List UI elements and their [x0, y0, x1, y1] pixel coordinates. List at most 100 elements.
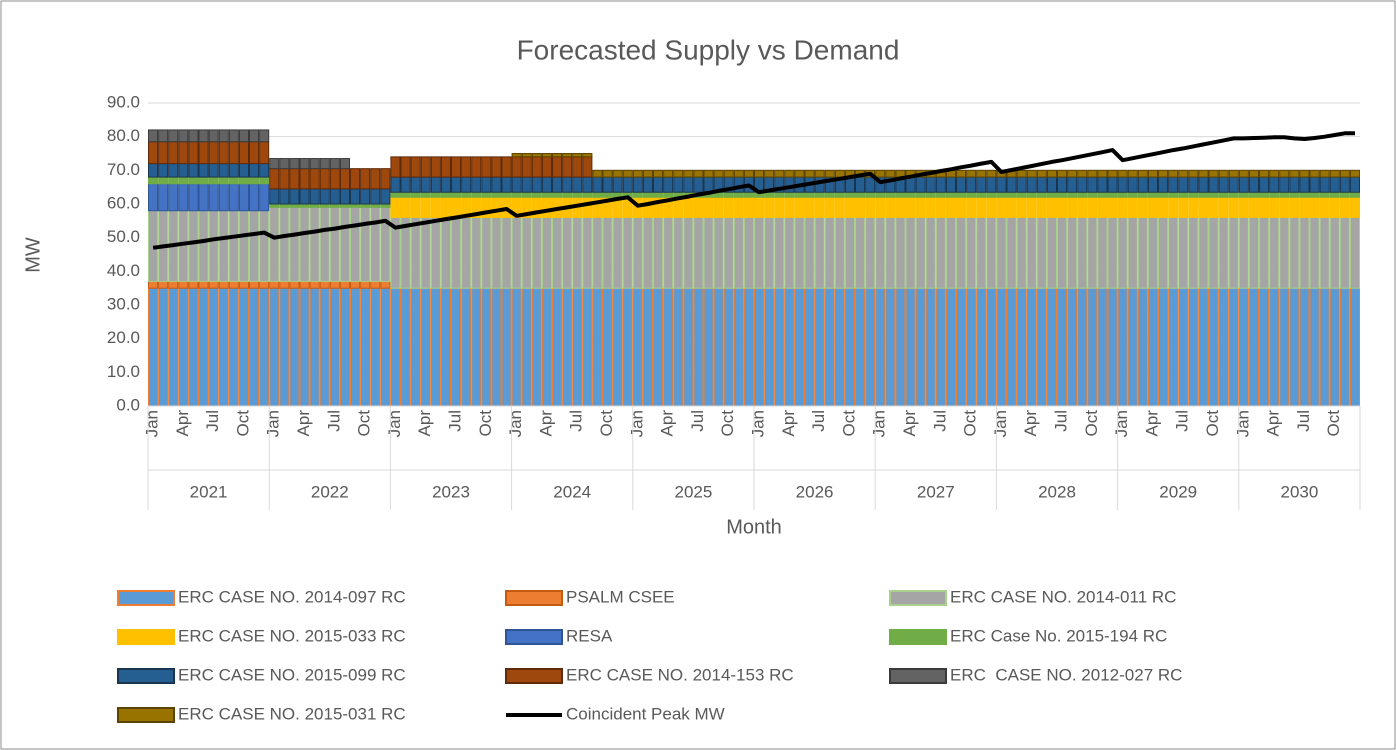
bar-segment: [360, 168, 371, 190]
bar-segment: [895, 216, 906, 289]
bar-segment: [733, 169, 744, 178]
bar-segment: [178, 163, 189, 178]
bar-segment: [673, 169, 684, 178]
bar-segment: [1127, 287, 1138, 407]
bar-segment: [663, 287, 674, 407]
bar-segment: [612, 169, 623, 178]
bar-segment: [1046, 196, 1058, 218]
bar-segment: [986, 196, 997, 218]
bar-segment: [269, 280, 280, 289]
x-tick-label: Jul: [1294, 410, 1313, 432]
bar-segment: [481, 216, 492, 289]
bar-segment: [1127, 176, 1138, 193]
bar-segment: [491, 196, 502, 218]
bar-segment: [238, 210, 249, 282]
legend-label: Coincident Peak MW: [566, 704, 725, 723]
bar-segment: [1309, 169, 1320, 178]
bar-segment: [420, 287, 431, 407]
bar-segment: [723, 216, 734, 289]
bar-segment: [1218, 196, 1229, 218]
bar-segment: [834, 169, 845, 178]
bar-segment: [1158, 169, 1169, 178]
bar-segment: [238, 129, 249, 143]
bar-segment: [461, 156, 472, 178]
bar-segment: [208, 183, 219, 212]
bar-segment: [259, 141, 270, 165]
bar-segment: [1329, 169, 1340, 178]
bar-segment: [925, 191, 936, 198]
bar-segment: [541, 196, 553, 218]
y-tick-label: 50.0: [107, 227, 140, 246]
bar-segment: [935, 196, 946, 218]
bar-segment: [208, 176, 219, 185]
bar-segment: [1077, 216, 1088, 289]
x-tick-label: Oct: [355, 410, 374, 437]
legend-label: RESA: [566, 626, 613, 645]
bar-segment: [319, 188, 330, 205]
bar-segment: [400, 191, 411, 198]
bar-segment: [339, 287, 350, 407]
bar-segment: [319, 203, 330, 208]
bar-segment: [178, 287, 189, 407]
bar-segment: [521, 176, 532, 193]
bar-segment: [1147, 216, 1159, 289]
bar-segment: [986, 176, 997, 193]
bar-segment: [754, 196, 765, 218]
bar-segment: [1309, 191, 1320, 198]
bar-segment: [228, 163, 239, 178]
bar-segment: [1107, 287, 1118, 407]
year-label: 2022: [311, 482, 349, 501]
bar-segment: [350, 280, 361, 289]
bar-segment: [956, 196, 967, 218]
bar-segment: [1026, 176, 1037, 193]
bar-segment: [824, 196, 835, 218]
bar-segment: [228, 183, 239, 212]
bar-segment: [925, 196, 936, 218]
x-tick-label: Jul: [809, 410, 828, 432]
bar-segment: [562, 153, 573, 158]
bar-segment: [1147, 287, 1159, 407]
bar-segment: [966, 169, 977, 178]
bar-segment: [824, 287, 835, 407]
bar-segment: [1269, 169, 1280, 178]
bar-segment: [440, 287, 451, 407]
bar-segment: [966, 216, 977, 289]
bar-segment: [895, 287, 906, 407]
bar-segment: [249, 210, 260, 282]
y-tick-label: 30.0: [107, 294, 140, 313]
bar-segment: [875, 191, 886, 198]
bar-segment: [269, 206, 280, 282]
bar-segment: [1178, 287, 1189, 407]
bar-segment: [743, 216, 755, 289]
bar-segment: [188, 183, 199, 212]
bar-segment: [966, 196, 977, 218]
x-tick-label: Jan: [506, 410, 525, 437]
bar-segment: [1006, 216, 1017, 289]
bar-segment: [885, 287, 896, 407]
bar-segment: [1339, 216, 1350, 289]
bar-segment: [814, 169, 825, 178]
bar-segment: [178, 183, 189, 212]
bar-segment: [148, 287, 159, 407]
bar-segment: [420, 176, 431, 193]
bar-segment: [905, 216, 916, 289]
bar-segment: [198, 163, 209, 178]
bar-segment: [451, 287, 462, 407]
bar-segment: [1107, 176, 1118, 193]
bar-segment: [1178, 196, 1189, 218]
x-tick-label: Oct: [233, 410, 252, 437]
bar-segment: [673, 287, 684, 407]
bar-segment: [713, 287, 724, 407]
bar-segment: [511, 176, 522, 193]
bar-segment: [804, 169, 815, 178]
bar-segment: [299, 206, 310, 282]
bar-segment: [1248, 287, 1260, 407]
legend-marker: [117, 707, 175, 723]
bar-segment: [511, 156, 522, 178]
bar-segment: [1289, 191, 1300, 198]
bar-segment: [572, 216, 583, 289]
bar-segment: [521, 216, 532, 289]
bar-segment: [794, 216, 805, 289]
bar-segment: [1168, 169, 1179, 178]
bar-segment: [1299, 191, 1310, 198]
